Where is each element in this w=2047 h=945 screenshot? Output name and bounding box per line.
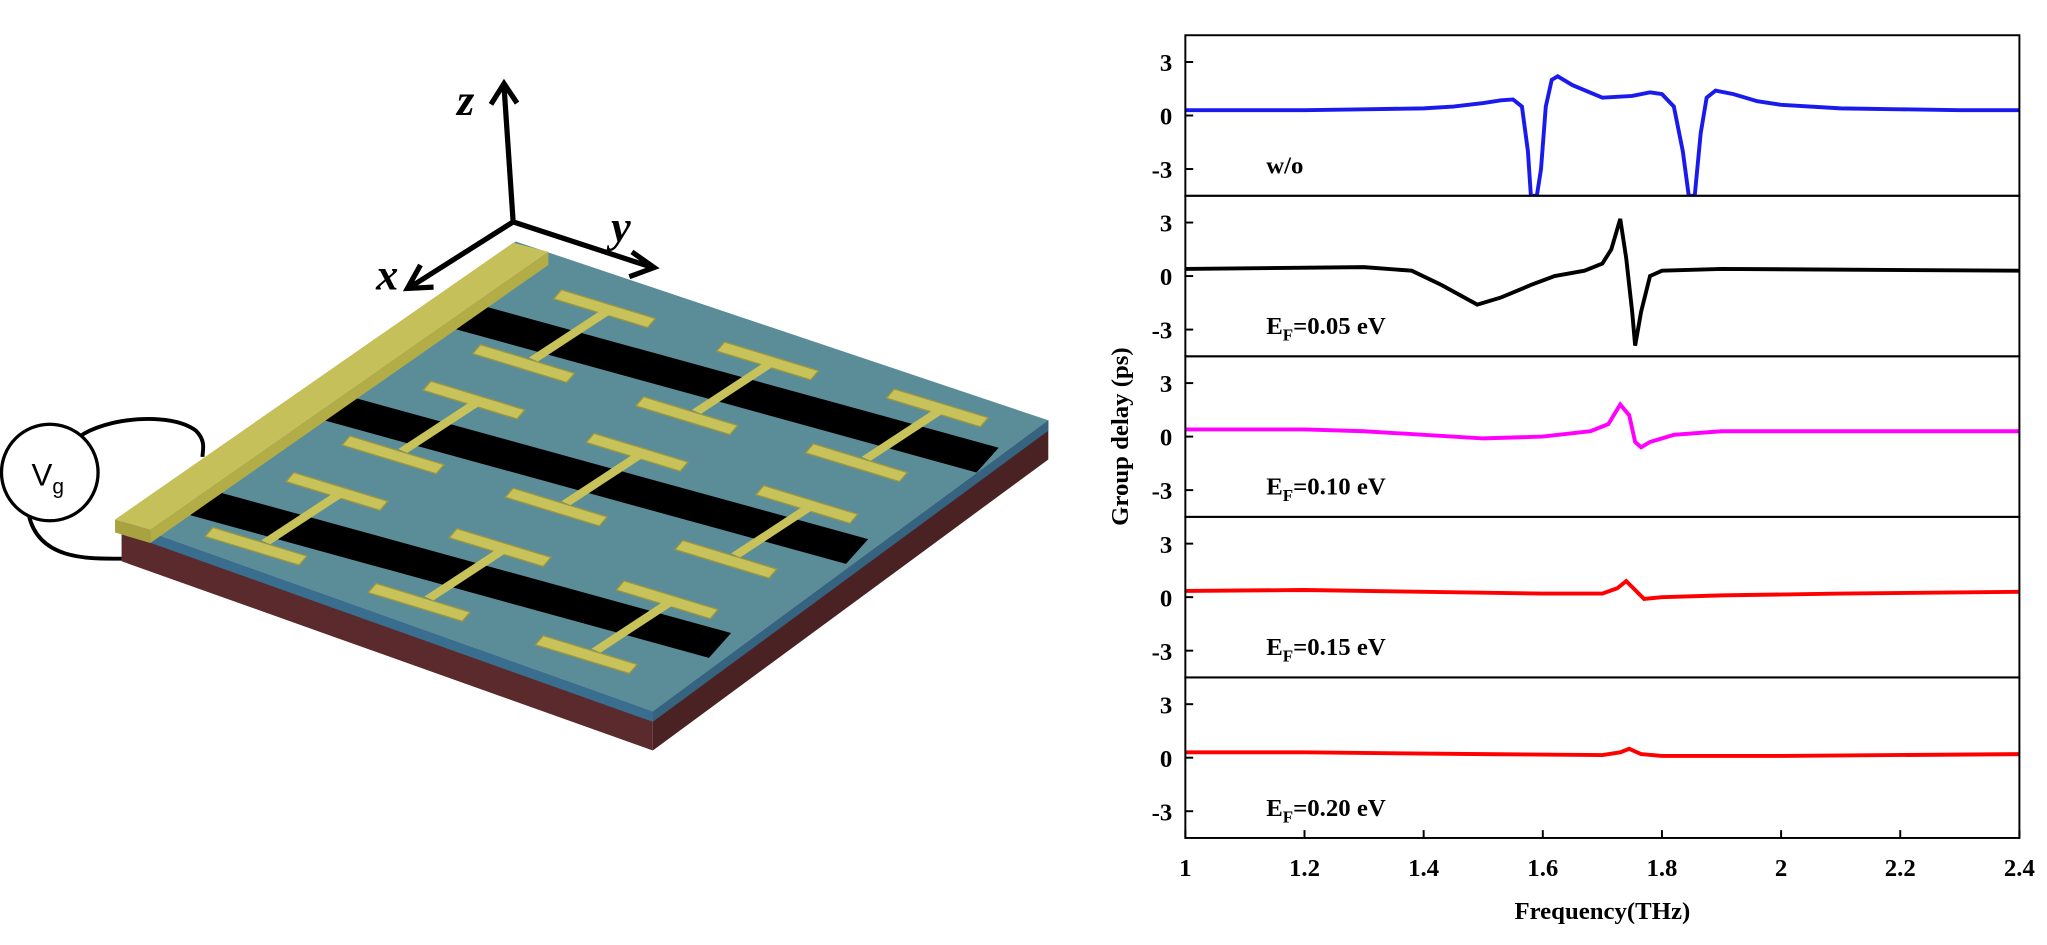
- annotation-part: F: [1283, 486, 1293, 505]
- x-tick-label: 1.6: [1527, 855, 1558, 882]
- data-line: [1185, 746, 2020, 758]
- y-tick-label: 3: [1160, 692, 1172, 719]
- schematic: Vg z y x: [0, 75, 1049, 751]
- data-line: [1185, 401, 2020, 450]
- y-tick-label: 3: [1160, 371, 1172, 398]
- dielectric-layer: [121, 522, 653, 722]
- axis-label: y: [606, 201, 631, 251]
- annotation-part: w/o: [1266, 153, 1303, 180]
- annotation-part: F: [1283, 326, 1293, 345]
- y-tick-label: 0: [1160, 425, 1172, 452]
- wire: [26, 515, 122, 561]
- x-tick-label: 1: [1179, 855, 1191, 882]
- y-tick-label: 0: [1160, 104, 1172, 131]
- y-tick-label: 0: [1160, 264, 1172, 291]
- annotation-part: F: [1283, 807, 1293, 826]
- y-tick-label: 0: [1160, 585, 1172, 612]
- panel-annotation: EF=0.15 eV: [1266, 634, 1386, 666]
- x-tick-label: 2.2: [1885, 855, 1916, 882]
- panel-annotation: EF=0.20 eV: [1266, 795, 1386, 827]
- annotation-part: =0.05 eV: [1293, 313, 1386, 340]
- panel-annotation: EF=0.10 eV: [1266, 474, 1386, 506]
- y-tick-label: 3: [1160, 211, 1172, 238]
- annotation-part: =0.10 eV: [1293, 474, 1386, 501]
- voltage-source: [0, 422, 100, 523]
- annotation-part: E: [1266, 634, 1283, 661]
- x-axis-label: Frequency(THz): [1515, 898, 1691, 925]
- x-tick-label: 2.4: [2004, 855, 2035, 882]
- axis-label: z: [455, 75, 475, 125]
- electrode-top: [115, 242, 549, 530]
- x-tick-label: 1.2: [1289, 855, 1320, 882]
- x-tick-label: 1.8: [1646, 855, 1677, 882]
- dielectric-side: [652, 420, 1049, 722]
- panel-annotation: w/o: [1266, 153, 1303, 180]
- y-tick-label: -3: [1152, 157, 1173, 184]
- y-tick-label: -3: [1152, 799, 1173, 826]
- annotation-part: =0.15 eV: [1293, 634, 1386, 661]
- coordinate-axes: [402, 78, 660, 292]
- annotation-part: E: [1266, 795, 1283, 822]
- source-label: Vg: [32, 458, 65, 499]
- y-tick-label: 3: [1160, 532, 1172, 559]
- electrode-front: [115, 519, 151, 543]
- y-tick-label: 3: [1160, 50, 1172, 77]
- data-line: [1185, 73, 2020, 196]
- x-tick-label: 2: [1775, 855, 1787, 882]
- axis-label: x: [375, 250, 398, 300]
- data-line: [1185, 218, 2020, 346]
- panel-annotation: EF=0.05 eV: [1266, 313, 1386, 345]
- data-line: [1185, 578, 2020, 601]
- panel-frame: [1184, 34, 2021, 197]
- x-tick-label: 1.4: [1408, 855, 1439, 882]
- y-tick-label: -3: [1152, 318, 1173, 345]
- graphene-strip: [186, 489, 732, 658]
- annotation-part: E: [1266, 474, 1283, 501]
- annotation-part: E: [1266, 313, 1283, 340]
- annotation-part: F: [1283, 647, 1293, 666]
- annotation-part: =0.20 eV: [1293, 795, 1386, 822]
- y-tick-label: -3: [1152, 478, 1173, 505]
- y-tick-label: 0: [1160, 746, 1172, 773]
- wire: [77, 416, 206, 457]
- y-axis-label: Group delay (ps): [1107, 347, 1134, 526]
- electrode-side: [150, 251, 549, 543]
- y-tick-label: -3: [1152, 639, 1173, 666]
